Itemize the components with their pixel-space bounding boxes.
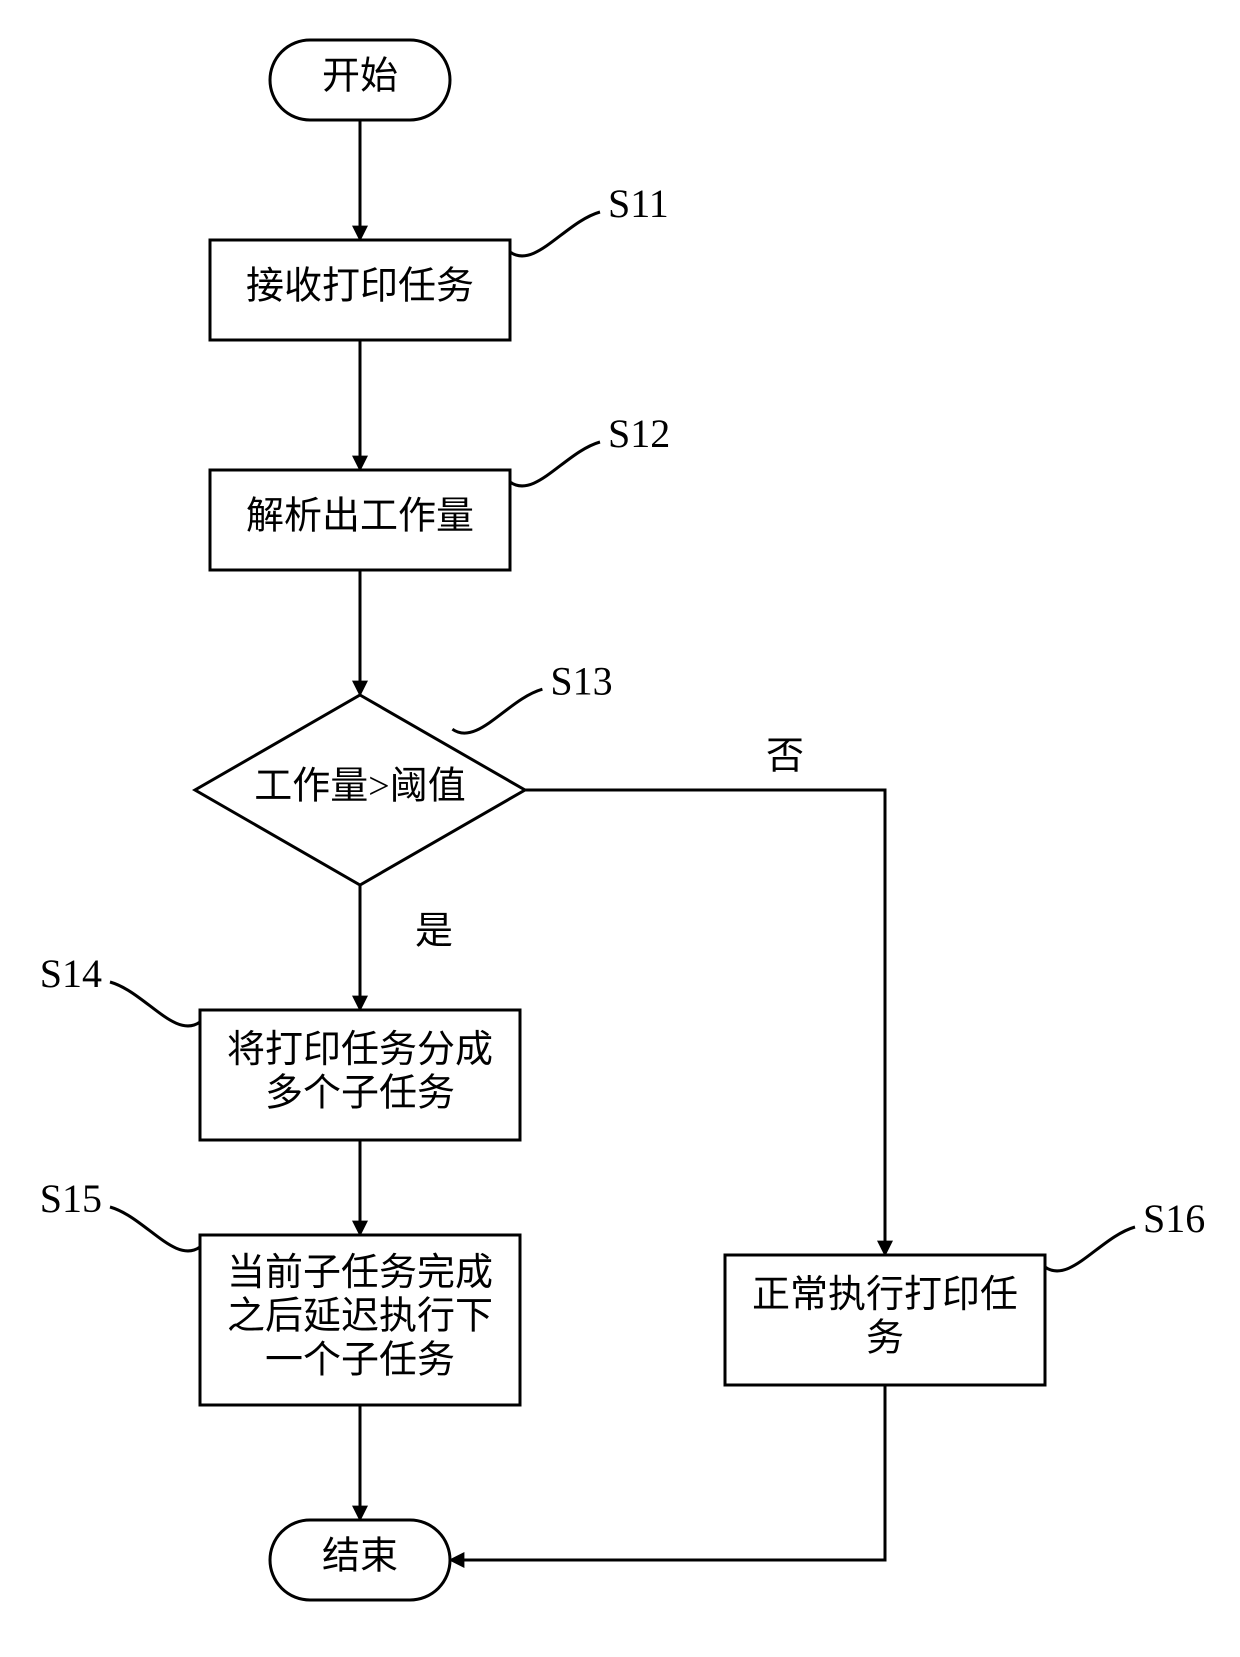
svg-text:S15: S15 [40, 1176, 102, 1221]
svg-text:务: 务 [866, 1318, 904, 1360]
svg-text:S11: S11 [608, 181, 669, 226]
svg-text:S12: S12 [608, 411, 670, 456]
svg-text:一个子任务: 一个子任务 [265, 1339, 455, 1381]
svg-text:将打印任务分成: 将打印任务分成 [227, 1029, 493, 1071]
svg-text:之后延迟执行下: 之后延迟执行下 [227, 1296, 493, 1338]
svg-text:开始: 开始 [322, 56, 398, 98]
svg-text:正常执行打印任: 正常执行打印任 [752, 1274, 1018, 1316]
svg-text:当前子任务完成: 当前子任务完成 [227, 1252, 493, 1294]
svg-text:S13: S13 [550, 658, 612, 703]
svg-text:结束: 结束 [322, 1536, 398, 1578]
svg-text:是: 是 [415, 911, 453, 953]
svg-text:工作量>阈值: 工作量>阈值 [254, 766, 465, 808]
svg-text:否: 否 [766, 736, 804, 778]
svg-text:S16: S16 [1143, 1196, 1205, 1241]
svg-text:S14: S14 [40, 951, 102, 996]
svg-text:解析出工作量: 解析出工作量 [246, 496, 474, 538]
svg-text:多个子任务: 多个子任务 [265, 1073, 455, 1115]
svg-text:接收打印任务: 接收打印任务 [246, 266, 474, 308]
